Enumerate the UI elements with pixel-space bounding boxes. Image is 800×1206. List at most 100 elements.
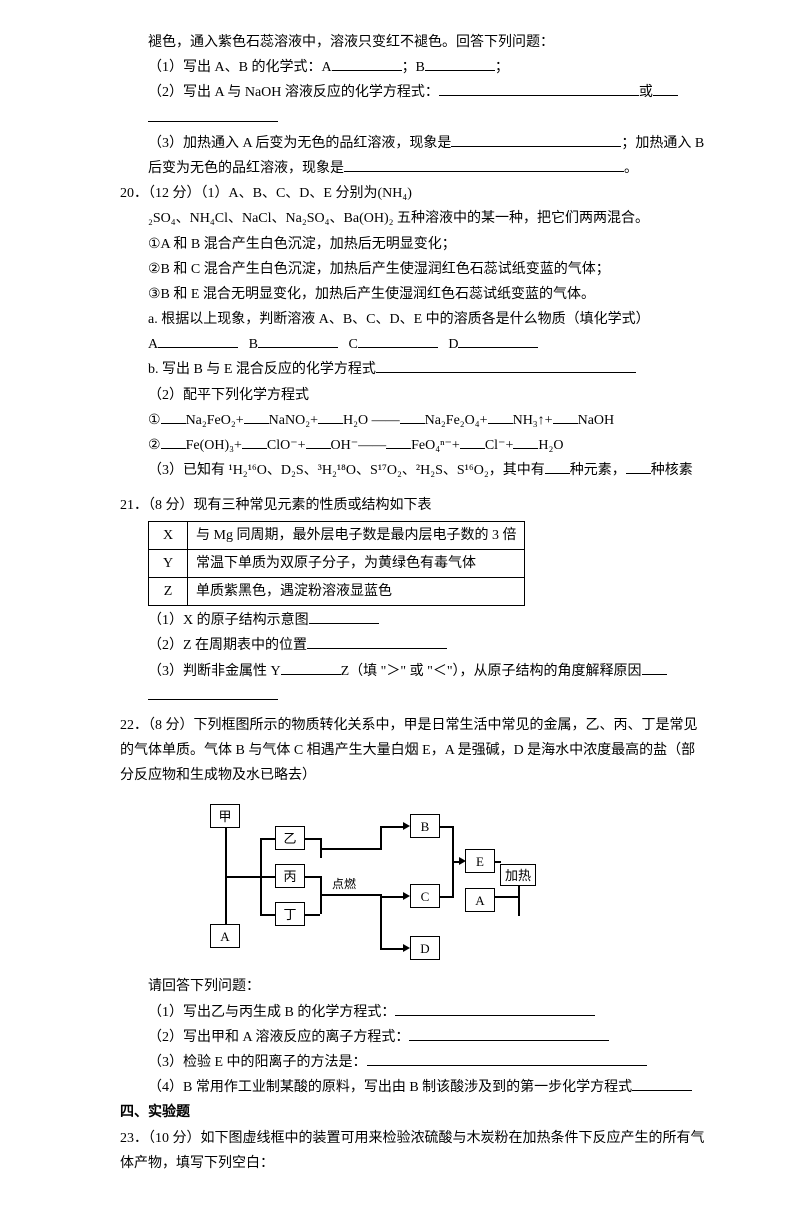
q21-3a: （3）判断非金属性 Y	[148, 664, 281, 679]
cell-val: 单质紫黑色，遇淀粉溶液显蓝色	[188, 577, 525, 605]
intro-line: 褪色，通入紫色石蕊溶液中，溶液只变红不褪色。回答下列问题：	[148, 30, 705, 55]
q20-c2: ②B 和 C 混合产生白色沉淀，加热后产生使湿润红色石蕊试纸变蓝的气体；	[148, 257, 705, 282]
blank[interactable]	[258, 333, 338, 348]
q21-3b: Z（填 "＞" 或 "＜"），从原子结构的角度解释原因	[341, 664, 642, 679]
eq1-5: NH₃↑+	[513, 413, 553, 428]
blank[interactable]	[332, 56, 402, 71]
blank[interactable]	[281, 660, 341, 675]
blank[interactable]	[653, 81, 678, 96]
q20-2: （2）配平下列化学方程式	[148, 383, 705, 408]
blank[interactable]	[161, 434, 186, 449]
blank[interactable]	[642, 660, 667, 675]
eq2-1: Fe(OH)₃+	[186, 438, 242, 453]
eq1-4: Na₂Fe₂O₄+	[425, 413, 488, 428]
blank[interactable]	[409, 1026, 609, 1041]
arrow-icon	[403, 822, 410, 830]
blank[interactable]	[395, 1001, 595, 1016]
label-D: D	[448, 337, 458, 352]
cell-key: X	[149, 521, 188, 549]
eq1-3: H₂O ——	[343, 413, 400, 428]
q21-3: （3）判断非金属性 Y Z（填 "＞" 或 "＜"），从原子结构的角度解释原因	[148, 659, 705, 684]
arrow-icon	[403, 944, 410, 952]
diagram-line	[495, 896, 518, 898]
q20-b-text: b. 写出 B 与 E 混合反应的化学方程式	[148, 362, 376, 377]
blank[interactable]	[242, 434, 267, 449]
blank[interactable]	[400, 409, 425, 424]
blank[interactable]	[439, 81, 639, 96]
blank[interactable]	[344, 157, 624, 172]
eq1-0: ①	[148, 413, 161, 428]
blank[interactable]	[460, 434, 485, 449]
q1c: ；	[495, 60, 509, 75]
blank[interactable]	[367, 1051, 647, 1066]
q21-table: X与 Mg 同周期，最外层电子数是最内层电子数的 3 倍 Y常温下单质为双原子分…	[148, 521, 525, 607]
blank[interactable]	[386, 434, 411, 449]
q20-header: 20．（12 分）（1）A、B、C、D、E 分别为(NH₄)	[120, 181, 705, 206]
node-C: C	[410, 884, 440, 908]
eq1-2: NaNO₂+	[269, 413, 318, 428]
blank[interactable]	[358, 333, 438, 348]
blank[interactable]	[309, 609, 379, 624]
q22-header: 22．（8 分）下列框图所示的物质转化关系中，甲是日常生活中常见的金属，乙、丙、…	[120, 713, 705, 789]
q22-2-text: （2）写出甲和 A 溶液反应的离子方程式：	[148, 1030, 409, 1045]
diagram-line	[305, 838, 320, 840]
q21-1: （1）X 的原子结构示意图	[148, 608, 705, 633]
diagram-line	[305, 914, 320, 916]
q20-c1: ①A 和 B 混合产生白色沉淀，加热后无明显变化；	[148, 232, 705, 257]
q20-b: b. 写出 B 与 E 混合反应的化学方程式	[148, 357, 705, 382]
table-row: Z单质紫黑色，遇淀粉溶液显蓝色	[149, 577, 525, 605]
node-yi: 乙	[275, 826, 305, 850]
table-row: X与 Mg 同周期，最外层电子数是最内层电子数的 3 倍	[149, 521, 525, 549]
blank[interactable]	[306, 434, 331, 449]
node-jiare: 加热	[500, 864, 536, 886]
spacer	[120, 483, 705, 493]
eq2: ②Fe(OH)₃+ClO⁻+OH⁻——FeO₄ⁿ⁻+Cl⁻+H₂O	[148, 433, 705, 458]
node-D: D	[410, 936, 440, 960]
q22-4: （4）B 常用作工业制某酸的原料，写出由 B 制该酸涉及到的第一步化学方程式	[148, 1075, 705, 1100]
flow-diagram: 甲 A 乙 丙 丁 B C D E 加热 点燃	[200, 796, 540, 966]
blank[interactable]	[376, 358, 636, 373]
blank[interactable]	[148, 107, 278, 122]
q22-4-text: （4）B 常用作工业制某酸的原料，写出由 B 制该酸涉及到的第一步化学方程式	[148, 1080, 632, 1095]
blank[interactable]	[458, 333, 538, 348]
diagram-line	[380, 894, 382, 948]
blank[interactable]	[307, 634, 447, 649]
blank[interactable]	[513, 434, 538, 449]
q22-ask: 请回答下列问题：	[148, 974, 705, 999]
diagram-line	[380, 826, 382, 850]
q3c: 。	[624, 161, 638, 176]
diagram-line	[495, 861, 501, 863]
blank[interactable]	[451, 132, 621, 147]
cell-val: 与 Mg 同周期，最外层电子数是最内层电子数的 3 倍	[188, 521, 525, 549]
section-4-title: 四、实验题	[120, 1100, 705, 1125]
q22-1-text: （1）写出乙与丙生成 B 的化学方程式：	[148, 1005, 395, 1020]
q3-text: （3）加热通入 A 后变为无色的品红溶液，现象是	[148, 136, 451, 151]
q2-text: （2）写出 A 与 NaOH 溶液反应的化学方程式：	[148, 85, 439, 100]
blank[interactable]	[425, 56, 495, 71]
diagram-line	[380, 948, 405, 950]
node-ding: 丁	[275, 902, 305, 926]
q2: （2）写出 A 与 NaOH 溶液反应的化学方程式：或	[148, 80, 705, 105]
q1: （1）写出 A、B 的化学式：A；B；	[148, 55, 705, 80]
q21-2: （2）Z 在周期表中的位置	[148, 633, 705, 658]
blank[interactable]	[553, 409, 578, 424]
eq1: ①Na₂FeO₂+NaNO₂+H₂O ——Na₂Fe₂O₄+NH₃↑+NaOH	[148, 408, 705, 433]
blank[interactable]	[161, 409, 186, 424]
blank[interactable]	[632, 1076, 692, 1091]
q21-1-text: （1）X 的原子结构示意图	[148, 613, 309, 628]
blank[interactable]	[545, 459, 570, 474]
blank[interactable]	[148, 685, 278, 700]
cell-key: Z	[149, 577, 188, 605]
blank[interactable]	[626, 459, 651, 474]
diagram-line	[380, 896, 405, 898]
q20-a-blanks: A B C D	[148, 332, 705, 357]
blank[interactable]	[158, 333, 238, 348]
blank[interactable]	[318, 409, 343, 424]
node-A: A	[210, 924, 240, 948]
blank[interactable]	[488, 409, 513, 424]
label-B: B	[249, 337, 258, 352]
q20-l1: ₂SO₄、NH₄Cl、NaCl、Na₂SO₄、Ba(OH)₂ 五种溶液中的某一种…	[148, 206, 705, 231]
diagram-line	[260, 838, 275, 840]
node-bing: 丙	[275, 864, 305, 888]
blank[interactable]	[244, 409, 269, 424]
